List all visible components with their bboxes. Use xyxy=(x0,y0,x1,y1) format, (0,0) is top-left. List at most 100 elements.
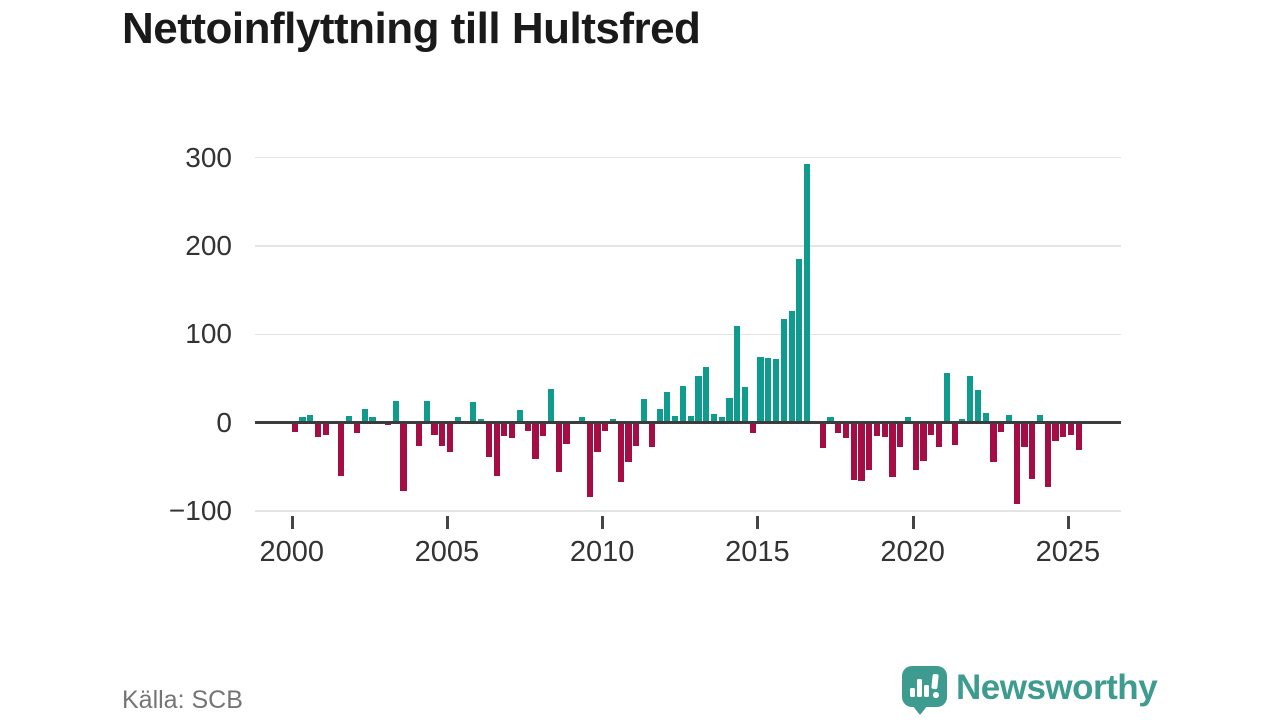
bar-2009-Q3 xyxy=(586,422,593,497)
gridline--100 xyxy=(255,510,1121,512)
bar-2024-Q3 xyxy=(1052,422,1059,442)
bar-2024-Q1 xyxy=(1036,414,1044,423)
x-axis: 2000 2005 2010 2015 2020 2025 xyxy=(255,534,1121,574)
bar-2022-Q3 xyxy=(990,422,997,462)
bar-2015-Q2 xyxy=(765,358,772,423)
bar-2024-Q4 xyxy=(1060,422,1067,437)
x-axis-label-2005: 2005 xyxy=(414,536,480,568)
bar-2022-Q4 xyxy=(998,422,1005,433)
bar-2001-Q3 xyxy=(338,422,345,476)
bar-2025-Q1 xyxy=(1067,422,1075,436)
bar-2008-Q3 xyxy=(555,422,562,473)
bar-2020-Q1 xyxy=(912,422,919,470)
x-axis-label-2010: 2010 xyxy=(569,536,635,568)
bar-2013-Q3 xyxy=(710,413,718,423)
bar-2021-Q4 xyxy=(967,375,974,423)
x-tick-2000 xyxy=(290,516,294,529)
bar-2023-Q1 xyxy=(1005,414,1013,423)
x-tick-2015 xyxy=(756,516,760,529)
bar-2012-Q3 xyxy=(679,385,686,423)
bar-2018-Q4 xyxy=(873,422,881,436)
chart-title: Nettoinflyttning till Hultsfred xyxy=(122,4,701,53)
bar-2016-Q3 xyxy=(804,163,811,423)
bar-2011-Q4 xyxy=(656,409,663,423)
bar-2014-Q4 xyxy=(749,422,756,434)
bar-2001-Q1 xyxy=(322,422,329,436)
bar-2015-Q4 xyxy=(780,319,787,423)
bar-2018-Q2 xyxy=(858,422,865,481)
bar-2019-Q3 xyxy=(897,422,904,448)
bar-2025-Q2 xyxy=(1075,422,1082,451)
y-axis-label--100: −100 xyxy=(168,495,232,527)
bar-2000-Q2 xyxy=(299,417,306,423)
gridline-300 xyxy=(255,156,1121,159)
x-tick-2005 xyxy=(445,516,449,529)
bar-2003-Q2 xyxy=(392,400,399,423)
bar-2007-Q1 xyxy=(509,422,516,438)
gridline-200 xyxy=(255,245,1121,247)
bar-2016-Q1 xyxy=(788,311,795,423)
y-axis-label-0: 0 xyxy=(216,406,232,438)
bar-2021-Q1 xyxy=(943,373,950,423)
bar-2023-Q4 xyxy=(1029,422,1036,480)
bar-2002-Q3 xyxy=(369,416,376,423)
bar-2024-Q2 xyxy=(1044,422,1051,488)
bar-2022-Q2 xyxy=(982,412,989,423)
bar-2020-Q3 xyxy=(928,422,935,436)
plot-area xyxy=(255,145,1121,530)
speech-bubble-tail xyxy=(912,705,928,715)
bar-2023-Q3 xyxy=(1021,422,1028,448)
bar-2004-Q4 xyxy=(439,422,446,446)
bar-2017-Q1 xyxy=(819,422,826,449)
y-axis-label-100: 100 xyxy=(185,318,232,350)
bar-2021-Q2 xyxy=(951,422,958,445)
bar-2013-Q2 xyxy=(703,367,710,423)
bar-2017-Q3 xyxy=(835,422,842,434)
bar-2004-Q3 xyxy=(431,422,438,436)
bar-2021-Q3 xyxy=(959,419,966,423)
bar-2015-Q1 xyxy=(757,357,764,423)
bar-2018-Q1 xyxy=(850,422,857,481)
bar-2010-Q2 xyxy=(609,419,617,423)
bar-2009-Q4 xyxy=(594,422,601,452)
bar-2014-Q2 xyxy=(734,325,741,423)
bar-2003-Q3 xyxy=(400,422,407,491)
bar-2012-Q2 xyxy=(672,415,679,423)
bar-2004-Q2 xyxy=(423,400,430,423)
bar-2011-Q2 xyxy=(641,398,648,423)
bar-2019-Q4 xyxy=(904,417,912,423)
logo-chart-bar xyxy=(910,688,915,697)
bar-2006-Q2 xyxy=(485,422,492,458)
bar-2010-Q1 xyxy=(602,422,609,431)
y-axis-label-300: 300 xyxy=(185,141,232,173)
bar-2022-Q1 xyxy=(974,390,981,423)
bar-2019-Q2 xyxy=(889,422,896,478)
x-axis-label-2015: 2015 xyxy=(725,536,790,568)
bar-2017-Q2 xyxy=(827,416,834,423)
bar-2020-Q2 xyxy=(920,422,927,461)
newsworthy-logo-icon xyxy=(902,666,948,715)
bar-2013-Q1 xyxy=(695,375,702,423)
bar-2020-Q4 xyxy=(935,422,943,448)
bar-2010-Q3 xyxy=(617,422,624,482)
bar-2017-Q4 xyxy=(842,422,850,438)
x-tick-2010 xyxy=(601,516,605,529)
bar-2016-Q2 xyxy=(796,259,803,423)
zero-axis-line xyxy=(255,421,1121,425)
bar-2023-Q2 xyxy=(1013,422,1020,504)
bar-2000-Q4 xyxy=(314,422,322,437)
bar-2007-Q2 xyxy=(516,410,523,423)
source-label: Källa: SCB xyxy=(122,686,243,714)
newsworthy-logo-text: Newsworthy xyxy=(956,668,1158,707)
bar-2006-Q1 xyxy=(478,419,485,423)
y-axis-label-200: 200 xyxy=(185,230,232,262)
logo-chart-bar xyxy=(924,685,929,697)
bar-2000-Q1 xyxy=(291,422,298,433)
bar-2018-Q3 xyxy=(866,422,873,471)
x-axis-label-2020: 2020 xyxy=(880,536,945,568)
logo-chart-bar xyxy=(917,679,922,697)
bar-2000-Q3 xyxy=(307,414,314,423)
gridline-100 xyxy=(255,333,1121,336)
bar-2012-Q4 xyxy=(687,415,694,423)
bar-2010-Q4 xyxy=(625,422,632,463)
